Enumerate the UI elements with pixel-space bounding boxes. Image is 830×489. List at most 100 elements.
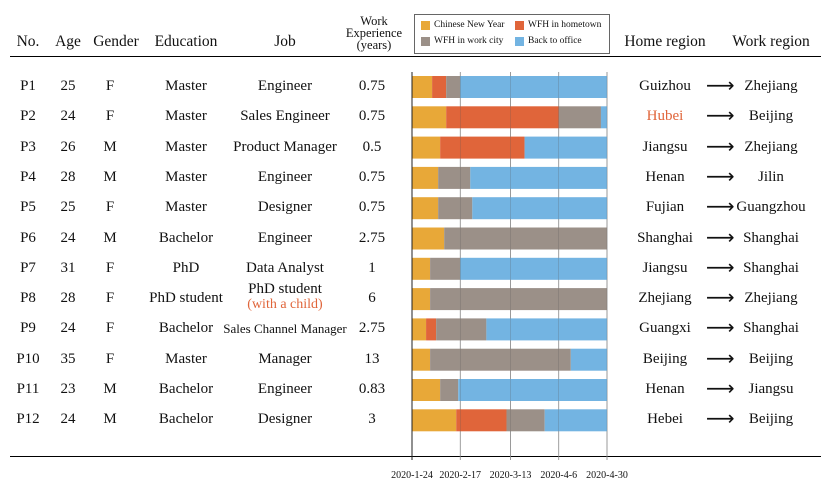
bar-segment <box>430 288 607 311</box>
cell-no: P6 <box>20 229 36 246</box>
x-tick-label: 2020-1-24 <box>391 470 433 481</box>
bar-segment <box>470 166 607 189</box>
bar-segment <box>446 76 461 98</box>
cell-job: Engineer <box>257 78 313 94</box>
arrow-right-icon: ⟶ <box>706 163 735 188</box>
cell-home-region: Jiangsu <box>642 138 688 155</box>
cell-gender: F <box>105 259 115 276</box>
cell-education: Bachelor <box>158 320 214 337</box>
bar-segment <box>438 166 471 189</box>
cell-education: PhD student <box>149 290 223 307</box>
bar-segment <box>486 318 607 341</box>
x-tick-label: 2020-4-30 <box>586 470 628 481</box>
cell-home-region: Fujian <box>645 199 685 216</box>
cell-job: PhD student (with a child) <box>222 282 348 313</box>
bar-segment <box>544 409 607 432</box>
cell-home-region: Henan <box>645 168 685 185</box>
cell-work-region: Guangzhou <box>736 199 806 216</box>
legend-label: WFH in work city <box>434 36 504 46</box>
arrow-right-icon: ⟶ <box>706 376 735 400</box>
cell-work-region: Jiangsu <box>748 381 794 397</box>
x-tick-label: 2020-4-6 <box>540 470 578 481</box>
legend-swatch <box>515 36 524 46</box>
cell-age: 26 <box>60 138 76 155</box>
cell-home-region: Guizhou <box>639 78 691 94</box>
cell-experience: 2.75 <box>358 320 386 337</box>
cell-no: P4 <box>20 168 36 185</box>
cell-no: P5 <box>20 199 36 216</box>
bar-segment <box>412 379 441 401</box>
cell-job: Data Analyst <box>246 259 324 276</box>
cell-age: 24 <box>60 320 76 337</box>
cell-age: 24 <box>60 229 76 246</box>
arrow-right-icon: ⟶ <box>706 224 735 249</box>
cell-experience: 3 <box>368 411 376 428</box>
cell-gender: M <box>103 168 117 185</box>
cell-work-region: Zhejiang <box>744 290 798 307</box>
chart-grid <box>411 72 608 460</box>
cell-age: 24 <box>60 411 76 428</box>
cell-experience: 13 <box>364 350 380 367</box>
bar-segment <box>412 318 427 341</box>
cell-work-region: Jilin <box>758 168 784 185</box>
bar-segment <box>432 76 447 98</box>
arrow-right-icon: ⟶ <box>706 103 735 128</box>
arrow-right-icon: ⟶ <box>706 345 735 370</box>
cell-education: Master <box>165 168 207 185</box>
bar-segment <box>460 76 607 98</box>
cell-home-region: Hubei <box>646 108 684 125</box>
header-rule <box>10 56 821 57</box>
cell-no: P1 <box>20 78 36 94</box>
cell-job: Manager <box>258 350 312 367</box>
arrow-right-icon: ⟶ <box>706 254 735 279</box>
bar-segment <box>412 288 431 311</box>
legend-swatch <box>515 20 524 30</box>
arrow-right-icon: ⟶ <box>706 406 735 431</box>
bar-segment <box>412 197 439 220</box>
bar-segment <box>456 409 507 432</box>
header-work-region: Work region <box>732 33 810 50</box>
cell-age: 35 <box>60 350 76 367</box>
x-tick-label: 2020-2-17 <box>439 470 482 481</box>
cell-job: Product Manager <box>233 138 337 155</box>
header-education: Education <box>154 33 218 50</box>
cell-no: P3 <box>20 138 36 155</box>
header-no: No. <box>16 33 40 50</box>
cell-education: Master <box>165 350 207 367</box>
header-gender: Gender <box>93 33 139 50</box>
cell-experience: 0.5 <box>362 138 382 155</box>
bar-segment <box>440 379 459 401</box>
cell-work-region: Beijing <box>748 350 794 367</box>
bar-segment <box>558 106 601 129</box>
cell-age: 24 <box>60 108 76 125</box>
cell-age: 23 <box>60 381 76 397</box>
legend-swatch <box>421 36 430 46</box>
legend-item: WFH in work city <box>421 36 503 46</box>
cell-gender: F <box>105 290 115 307</box>
bottom-rule <box>10 456 821 457</box>
legend-item: Chinese New Year <box>421 20 504 30</box>
bar-segment <box>412 136 441 159</box>
bar-segment <box>412 257 431 280</box>
cell-job: Sales Channel Manager <box>223 321 347 337</box>
cell-job: Designer <box>257 411 313 428</box>
cell-no: P10 <box>16 350 40 367</box>
arrow-right-icon: ⟶ <box>706 73 735 97</box>
legend-item: Back to office <box>515 36 582 46</box>
bar-segment <box>412 348 431 371</box>
bar-segment <box>412 106 447 129</box>
cell-work-region: Beijing <box>748 108 794 125</box>
cell-experience: 0.75 <box>358 168 386 185</box>
cell-job: Designer <box>257 199 313 216</box>
legend-label: Back to office <box>528 36 582 46</box>
cell-education: PhD <box>172 259 200 276</box>
bar-segment <box>460 257 607 280</box>
header-work-experience: Work Experience (years) <box>344 15 404 52</box>
cell-gender: M <box>103 381 117 397</box>
legend-label: Chinese New Year <box>434 20 505 30</box>
cell-work-region: Shanghai <box>743 229 799 246</box>
cell-work-region: Zhejiang <box>744 78 798 94</box>
arrow-right-icon: ⟶ <box>706 315 735 340</box>
header-work-experience-line2: Experience <box>345 26 403 40</box>
cell-no: P9 <box>20 320 36 337</box>
